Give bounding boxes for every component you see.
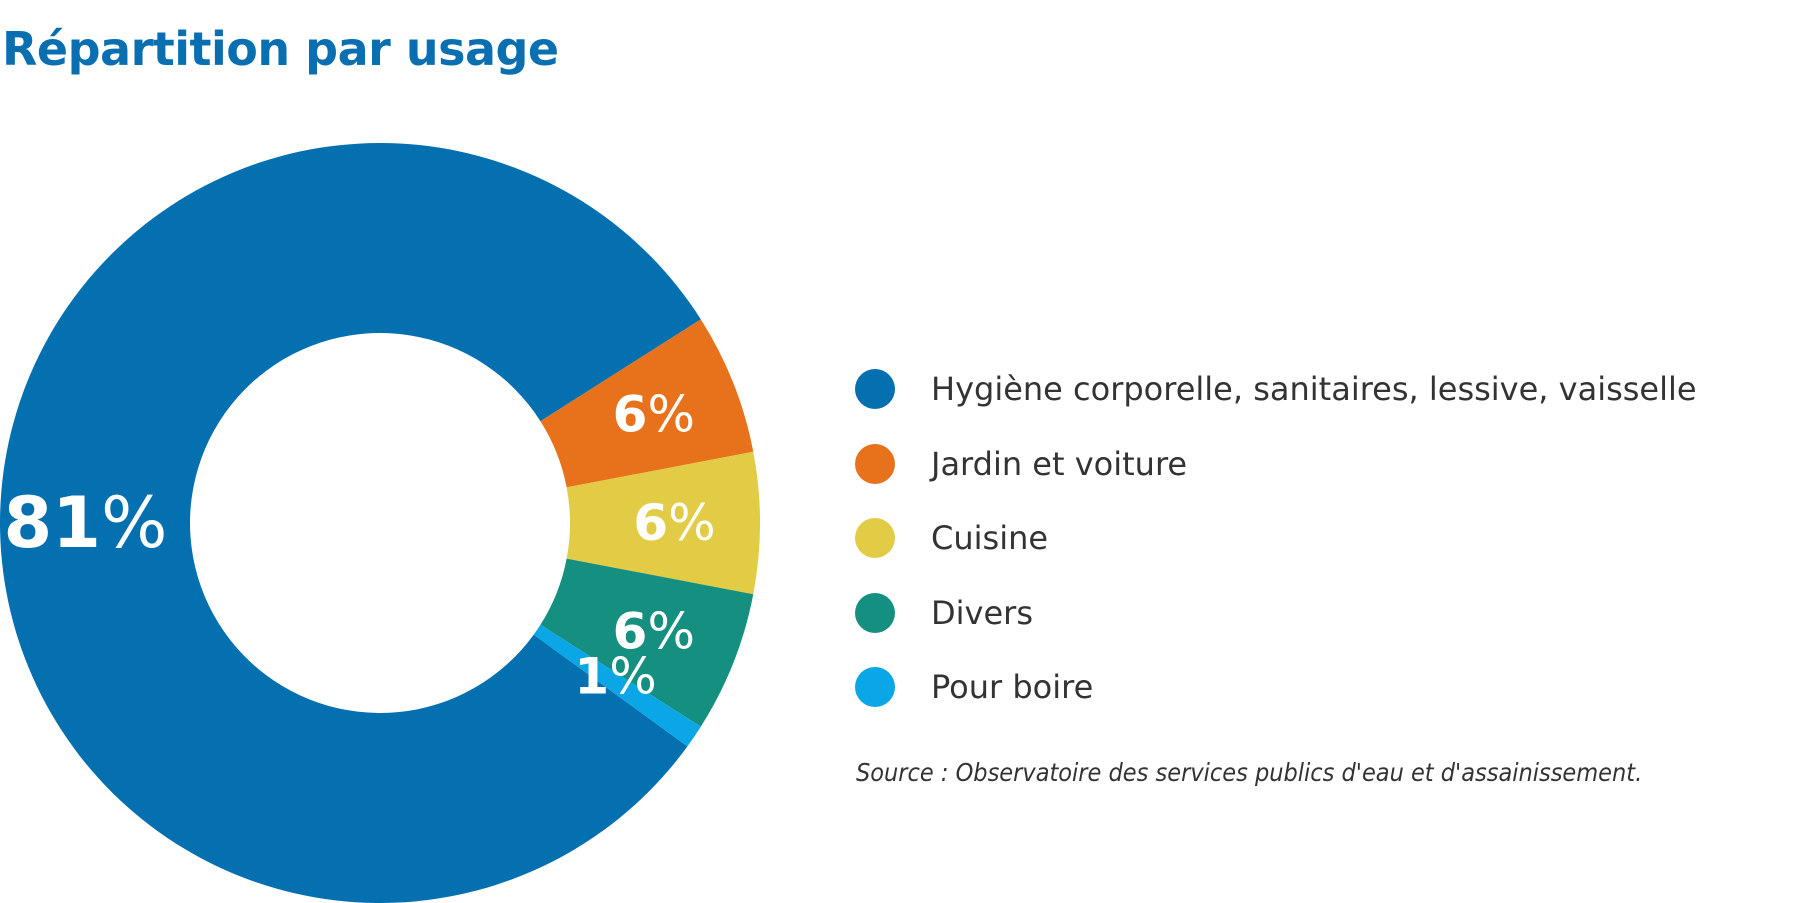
legend-swatch [855,369,895,410]
legend-item-pour-boire: Pour boire [855,650,1697,725]
data-label-divers: 6% [613,602,695,660]
legend-item-hygiene: Hygiène corporelle, sanitaires, lessive,… [855,352,1697,427]
legend-swatch [855,443,895,484]
legend-label: Pour boire [931,668,1094,707]
legend-label: Divers [931,593,1033,632]
source-note: Source : Observatoire des services publi… [856,758,1643,787]
legend-label: Jardin et voiture [931,444,1188,483]
legend-swatch [855,667,895,708]
legend-swatch [855,592,895,633]
slice-divers [540,558,754,727]
slice-jardin-voiture [540,319,754,488]
data-label-cuisine: 6% [633,494,715,552]
data-label-hygiene: 81% [4,482,168,564]
legend-item-jardin-voiture: Jardin et voiture [855,427,1697,502]
data-label-pour-boire: 1% [574,648,656,706]
slice-hygiene [0,143,701,903]
slice-pour-boire [533,624,701,747]
data-label-jardin-voiture: 6% [613,386,695,444]
chart-title: Répartition par usage [2,22,559,76]
chart-legend: Hygiène corporelle, sanitaires, lessive,… [855,352,1697,725]
legend-label: Hygiène corporelle, sanitaires, lessive,… [931,370,1697,409]
legend-label: Cuisine [931,519,1049,558]
legend-item-cuisine: Cuisine [855,501,1697,576]
donut-chart: 81%6%6%6%1% [0,143,761,903]
legend-item-divers: Divers [855,576,1697,651]
slice-cuisine [566,451,761,595]
legend-swatch [855,518,895,559]
